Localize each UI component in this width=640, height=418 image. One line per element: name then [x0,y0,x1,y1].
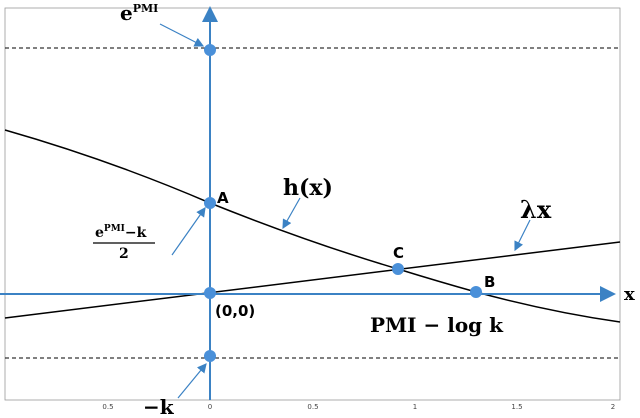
label: ePMI−k [95,224,147,241]
label: PMI − log k [370,313,504,337]
lambda-line [4,241,621,319]
point [204,350,216,362]
points [204,44,482,362]
arrow [282,197,301,230]
label: h(x) [283,175,333,201]
label: (0,0) [215,302,255,320]
plot-frame [4,7,621,401]
label: λx [520,195,552,224]
point [204,287,216,299]
point [470,286,482,298]
label: A [217,189,229,207]
x-tick-label: 0.5 [307,403,318,411]
point [204,197,216,209]
x-tick-label: 0.5 [102,403,113,411]
label: 2 [119,246,129,262]
x-tick-label: 2 [611,403,615,411]
label: x [624,284,635,305]
label: C [393,244,404,262]
h-curve [4,129,621,323]
arrow [159,23,205,47]
pointer-arrows [159,23,531,399]
label: −k [143,395,175,418]
arrow [171,207,206,256]
label: B [484,273,495,291]
arrow [177,363,207,399]
x-tick-label: 0 [208,403,212,411]
x-tick-label: 1.5 [511,403,522,411]
arrow [514,219,531,252]
point [392,263,404,275]
x-tick-label: 1 [413,403,417,411]
point [204,44,216,56]
label: ePMI [120,1,158,25]
